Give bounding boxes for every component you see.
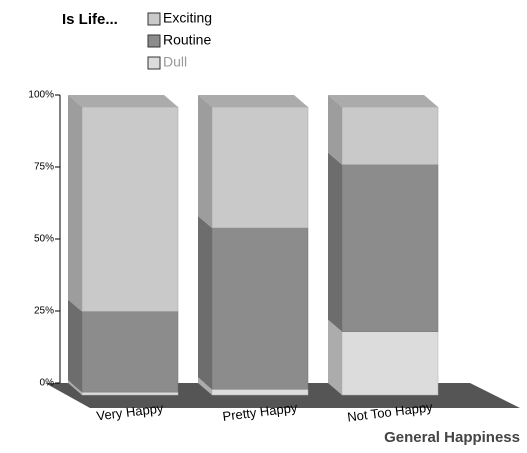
- y-tick-label: 0%: [40, 378, 55, 389]
- bar-side: [198, 377, 212, 395]
- y-tick-label: 25%: [34, 306, 54, 317]
- bar-side: [68, 95, 82, 312]
- legend-label: Exciting: [163, 10, 212, 26]
- bar-segment: [211, 227, 309, 390]
- legend-label: Routine: [163, 32, 211, 48]
- y-tick-label: 75%: [34, 162, 54, 173]
- bar-side: [68, 299, 82, 393]
- legend-swatch: [147, 12, 161, 26]
- bar-side: [328, 152, 342, 332]
- y-tick-label: 100%: [28, 90, 54, 101]
- bar-top: [68, 95, 178, 107]
- legend-swatch: [147, 34, 161, 48]
- bar-side: [328, 95, 342, 165]
- bar-segment: [81, 311, 179, 393]
- bar-side: [328, 319, 342, 395]
- x-axis-label: General Happiness: [384, 429, 520, 446]
- y-tick-label: 50%: [34, 234, 54, 245]
- bar-top: [328, 95, 438, 107]
- bar-side: [198, 215, 212, 390]
- bar-segment: [341, 164, 439, 332]
- bar-side: [198, 95, 212, 228]
- bar-segment: [341, 331, 439, 396]
- legend-title: Is Life...: [62, 11, 118, 28]
- bar-segment: [81, 391, 179, 396]
- legend-label: Dull: [163, 54, 187, 70]
- bar-top: [198, 95, 308, 107]
- bar-side: [68, 380, 82, 395]
- bar-segment: [341, 106, 439, 165]
- bar-segment: [211, 106, 309, 229]
- bar-segment: [211, 388, 309, 396]
- legend-swatch: [147, 56, 161, 70]
- bar-segment: [81, 106, 179, 312]
